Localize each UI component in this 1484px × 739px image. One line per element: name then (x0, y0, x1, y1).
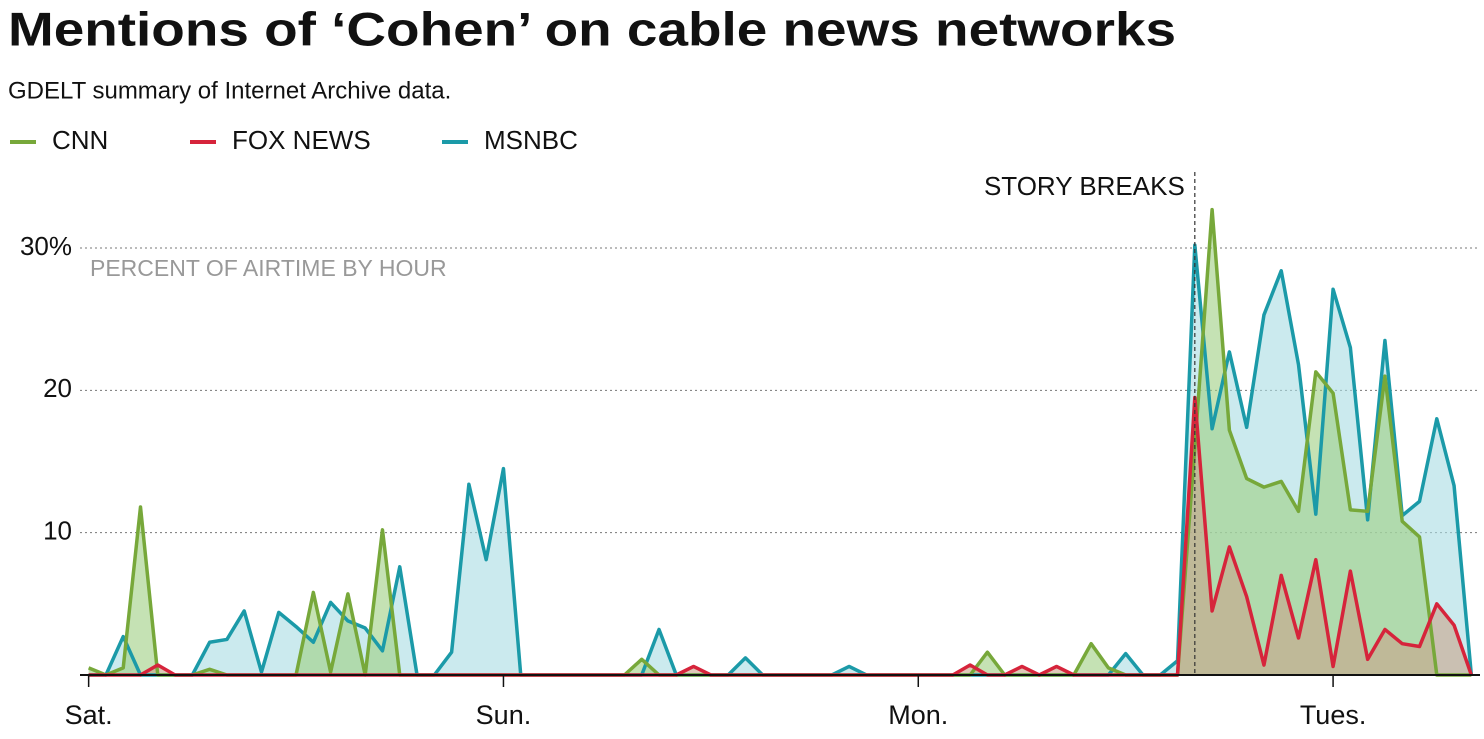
legend-label: CNN (52, 125, 108, 155)
legend-label: MSNBC (484, 125, 578, 155)
legend-label: FOX NEWS (232, 125, 371, 155)
y-tick-label: 20 (43, 373, 72, 403)
area (88, 209, 1472, 675)
y-axis-label: PERCENT OF AIRTIME BY HOUR (90, 255, 447, 281)
x-tick-label: Mon. (888, 700, 948, 730)
chart-title: Mentions of ‘Cohen’ on cable news networ… (8, 2, 1176, 55)
x-tick-label: Sat. (65, 700, 113, 730)
x-tick-label: Sun. (476, 700, 532, 730)
chart-subtitle: GDELT summary of Internet Archive data. (8, 77, 451, 104)
annotation-text: STORY BREAKS (984, 171, 1185, 201)
y-tick-label: 10 (43, 516, 72, 546)
y-tick-label: 30% (20, 231, 72, 261)
x-tick-label: Tues. (1300, 700, 1367, 730)
